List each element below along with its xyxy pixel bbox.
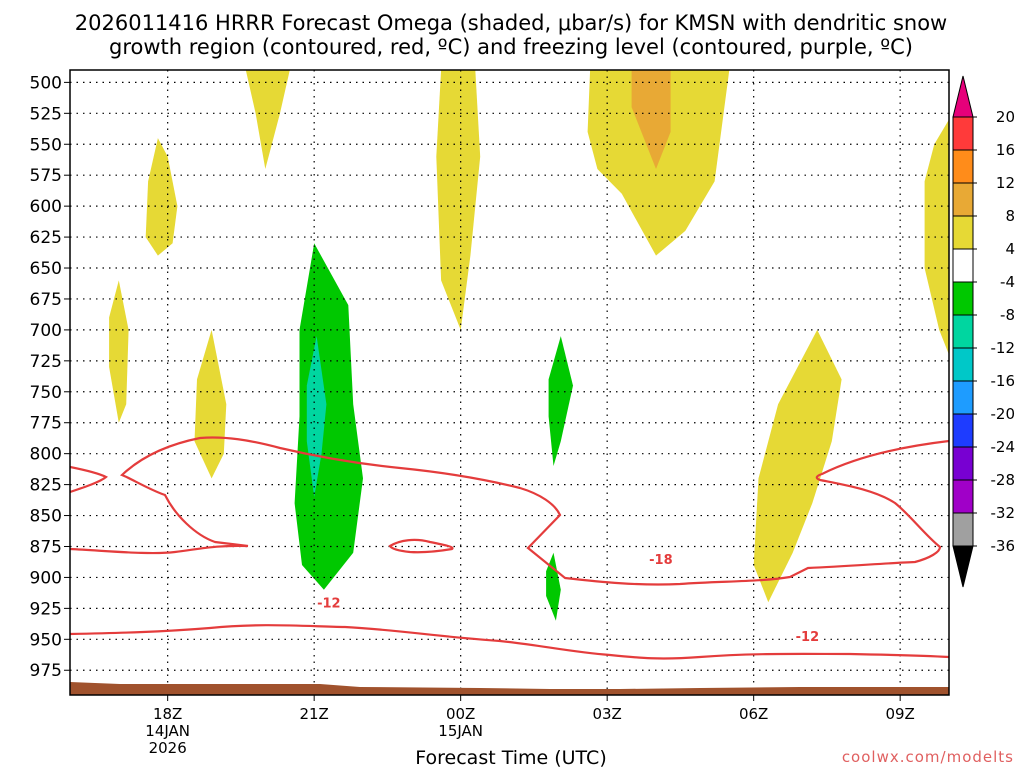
colorbar-label: 8 (1005, 207, 1015, 225)
y-tick-label: 850 (30, 507, 62, 527)
omega-region-yellow-4-b (145, 138, 178, 256)
colorbar-label: -4 (1000, 273, 1015, 291)
contour-label-bg (793, 627, 822, 644)
y-tick-label: 750 (30, 383, 62, 403)
omega-region-yellow-4-d (194, 329, 227, 479)
contour-minus18-left-lobe (70, 465, 108, 494)
colorbar-swatch (952, 380, 974, 415)
y-tick-label: 500 (30, 73, 62, 93)
colorbar-swatch (952, 149, 974, 184)
contour-label-bg (314, 594, 343, 611)
y-tick-label: 725 (30, 352, 62, 372)
colorbar-swatch (952, 314, 974, 349)
colorbar: 20 16 12 8 4 -4 -8 -12 -16 -20 -24 -28 -32 -36 (952, 75, 1016, 588)
omega-region-yellow-4-c (109, 280, 129, 423)
colorbar-swatch (952, 215, 974, 250)
contour-label: -18 (649, 553, 673, 568)
colorbar-swatch (952, 347, 974, 382)
omega-region-orange-8-a (631, 70, 671, 169)
x-tick-label: 21Z (299, 705, 328, 723)
y-tick-label: 600 (30, 197, 62, 217)
colorbar-swatch (952, 248, 974, 283)
y-tick-label: 525 (30, 104, 62, 124)
omega-region-yellow-4-f (587, 70, 730, 256)
x-axis-label: Forecast Time (UTC) (415, 747, 606, 768)
colorbar-label: -16 (991, 372, 1016, 390)
y-tick-label: 800 (30, 445, 62, 465)
colorbar-swatch (952, 116, 974, 151)
colorbar-swatch (952, 446, 974, 481)
colorbar-label: -24 (991, 438, 1016, 456)
colorbar-label: 12 (996, 174, 1015, 192)
x-tick-label: 14JAN (145, 722, 190, 740)
omega-region-yellow-4-g (753, 329, 842, 603)
colorbar-label: -12 (991, 339, 1016, 357)
colorbar-label: -8 (1000, 306, 1015, 324)
contour-minus18 (70, 436, 949, 586)
colorbar-label: -20 (991, 405, 1016, 423)
colorbar-bottom-arrow (952, 545, 974, 588)
colorbar-label: 4 (1005, 240, 1015, 258)
x-tick-label: 2026 (149, 739, 187, 757)
x-tick-label: 00Z (446, 705, 475, 723)
colorbar-swatch (952, 512, 974, 547)
colorbar-label: 20 (996, 108, 1015, 126)
y-tick-label: 975 (30, 661, 62, 681)
contour-label: -12 (796, 630, 820, 645)
y-tick-label: 875 (30, 537, 62, 557)
colorbar-label: -32 (991, 504, 1016, 522)
y-tick-label: 675 (30, 290, 62, 310)
omega-region-green-m4-b (548, 336, 573, 466)
terrain-surface (70, 682, 949, 695)
colorbar-swatch (952, 182, 974, 217)
omega-region-yellow-4-a (245, 70, 290, 169)
colorbar-swatch (952, 479, 974, 514)
y-axis: 500 525 550 575 600 625 650 675 700 725 750 775 800 8… (30, 73, 70, 681)
x-tick-label: 15JAN (438, 722, 483, 740)
watermark: coolwx.com/modelts (842, 748, 1014, 766)
colorbar-swatch (952, 413, 974, 448)
y-tick-label: 575 (30, 166, 62, 186)
y-tick-label: 650 (30, 259, 62, 279)
omega-region-yellow-4-e (436, 70, 481, 330)
y-tick-label: 700 (30, 321, 62, 341)
chart-title-line1: 2026011416 HRRR Forecast Omega (shaded, … (75, 11, 947, 35)
y-tick-label: 625 (30, 228, 62, 248)
y-tick-label: 950 (30, 630, 62, 650)
colorbar-label: -28 (991, 471, 1016, 489)
x-tick-label: 03Z (592, 705, 621, 723)
omega-region-yellow-4-h (924, 119, 949, 355)
omega-region-teal-m8-a (306, 336, 327, 497)
contour-minus18-small-ellipse (388, 538, 454, 554)
x-tick-label: 09Z (885, 705, 914, 723)
colorbar-label: -36 (991, 537, 1016, 555)
contour-label-bg (646, 551, 675, 568)
temperature-contours: -12 -18 -12 (70, 436, 949, 660)
x-tick-label: 18Z (153, 705, 182, 723)
y-tick-label: 825 (30, 476, 62, 496)
colorbar-swatch (952, 281, 974, 316)
y-tick-label: 775 (30, 414, 62, 434)
contour-minus12 (70, 624, 949, 660)
plot-frame (69, 69, 950, 696)
y-tick-label: 900 (30, 568, 62, 588)
y-tick-label: 925 (30, 599, 62, 619)
omega-region-green-m4-c (546, 552, 561, 621)
colorbar-label: 16 (996, 141, 1015, 159)
x-tick-label: 06Z (739, 705, 768, 723)
contour-label: -12 (317, 596, 341, 611)
y-tick-label: 550 (30, 135, 62, 155)
chart-title-line2: growth region (contoured, red, ºC) and f… (109, 35, 913, 59)
grid (70, 70, 949, 695)
